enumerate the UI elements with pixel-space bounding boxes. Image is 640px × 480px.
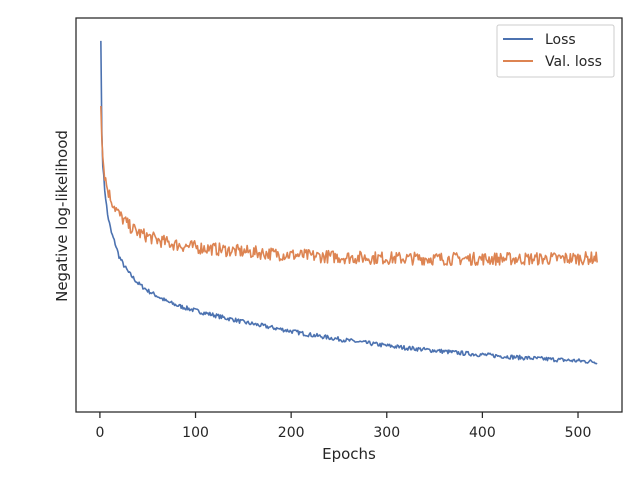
x-tick-label: 100 (182, 425, 209, 441)
x-tick-label: 500 (565, 425, 592, 441)
x-axis-label: Epochs (322, 445, 376, 463)
x-ticks: 0 100 200 300 400 500 (95, 412, 591, 441)
legend: Loss Val. loss (496, 24, 615, 78)
series-line-val-loss (100, 105, 598, 267)
series-line-loss (100, 40, 598, 365)
y-axis-label: Negative log-likelihood (53, 130, 71, 302)
x-tick-label: 400 (469, 425, 496, 441)
plot-area (75, 17, 623, 413)
x-tick-label: 0 (95, 425, 104, 441)
series-lines (100, 40, 598, 365)
legend-label-loss: Loss (545, 32, 576, 48)
x-tick-label: 300 (373, 425, 400, 441)
legend-label-val-loss: Val. loss (545, 54, 602, 70)
x-tick-label: 200 (278, 425, 305, 441)
